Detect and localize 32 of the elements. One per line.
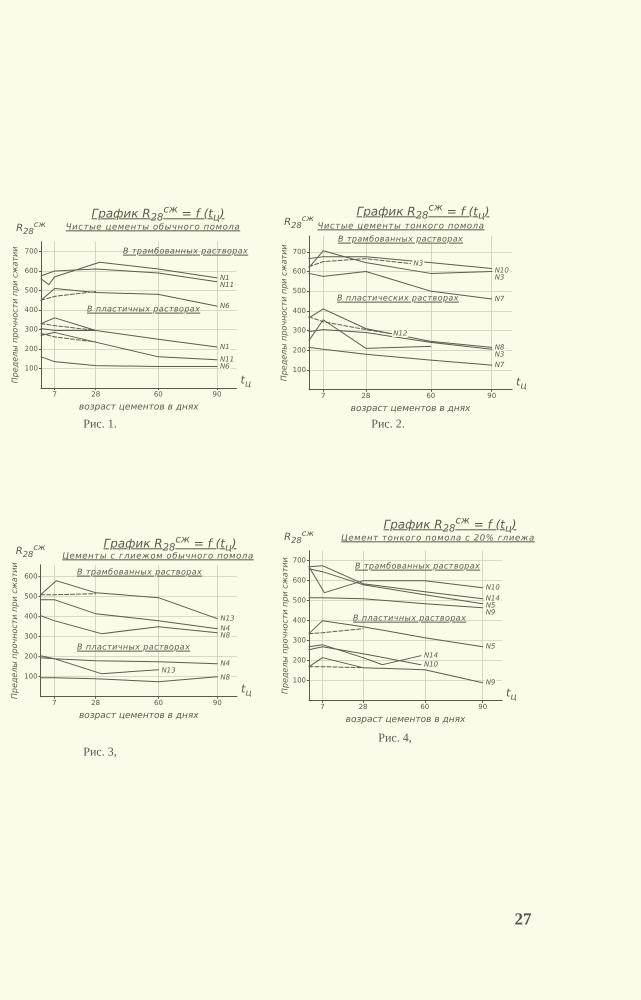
text: t$_{ц}$	[240, 373, 252, 390]
annotation: В трамбованных растворах	[77, 568, 202, 578]
annotation: В трамбованных растворах	[123, 246, 248, 256]
chart-title: График R$_{28}$$^{сж}$ = f (t$_{ц}$)	[92, 204, 224, 224]
annotation: В пластичных растворах	[87, 304, 200, 314]
chart-subtitle: Чистые цементы обычного помола	[66, 222, 240, 233]
y-axis-title: Пределы прочности при сжатии	[10, 562, 20, 700]
text: Рис. 4,	[378, 730, 412, 745]
x-axis-title: возраст цементов в днях	[350, 404, 472, 414]
annotation: В трамбованных растворах	[355, 561, 480, 572]
text: Рис. 1.	[83, 416, 117, 431]
text: t$_{ц}$	[516, 375, 527, 392]
text: Рис. 2.	[371, 416, 405, 431]
y-axis-title: Пределы прочности при сжатии	[280, 557, 290, 694]
text: 27	[514, 910, 532, 930]
annotation: В пластичных растворах	[77, 642, 190, 652]
chart-title: График R$_{28}$$^{сж}$ = f (t$_{ц}$)	[356, 202, 490, 222]
x-axis-title: возраст цементов в днях	[78, 402, 200, 412]
y-axis-title: Пределы прочности при сжатии	[280, 244, 288, 382]
annotation: В пластических растворах	[337, 294, 459, 304]
y-axis-title: Пределы прочности при сжатии	[10, 246, 20, 384]
annotation: В трамбованных растворах	[338, 234, 464, 244]
chart-subtitle: Цемент тонкого помола с 20% глиежа	[341, 533, 535, 544]
text: t$_{ц}$	[506, 686, 517, 702]
text: t$_{ц}$	[241, 682, 252, 698]
chart-subtitle: Чистые цементы тонкого помола	[317, 221, 485, 232]
chart-title: График R$_{28}$$^{сж}$ = f (t$_{ц}$)	[384, 515, 516, 535]
x-axis-title: возраст цементов в днях	[346, 715, 466, 726]
annotation: В пластичных растворах	[353, 614, 466, 624]
chart-subtitle: Цементы с глиежом обычного помола	[62, 551, 254, 562]
text: Рис. 3,	[83, 744, 117, 759]
x-axis-title: возраст цементов в днях	[78, 711, 200, 722]
